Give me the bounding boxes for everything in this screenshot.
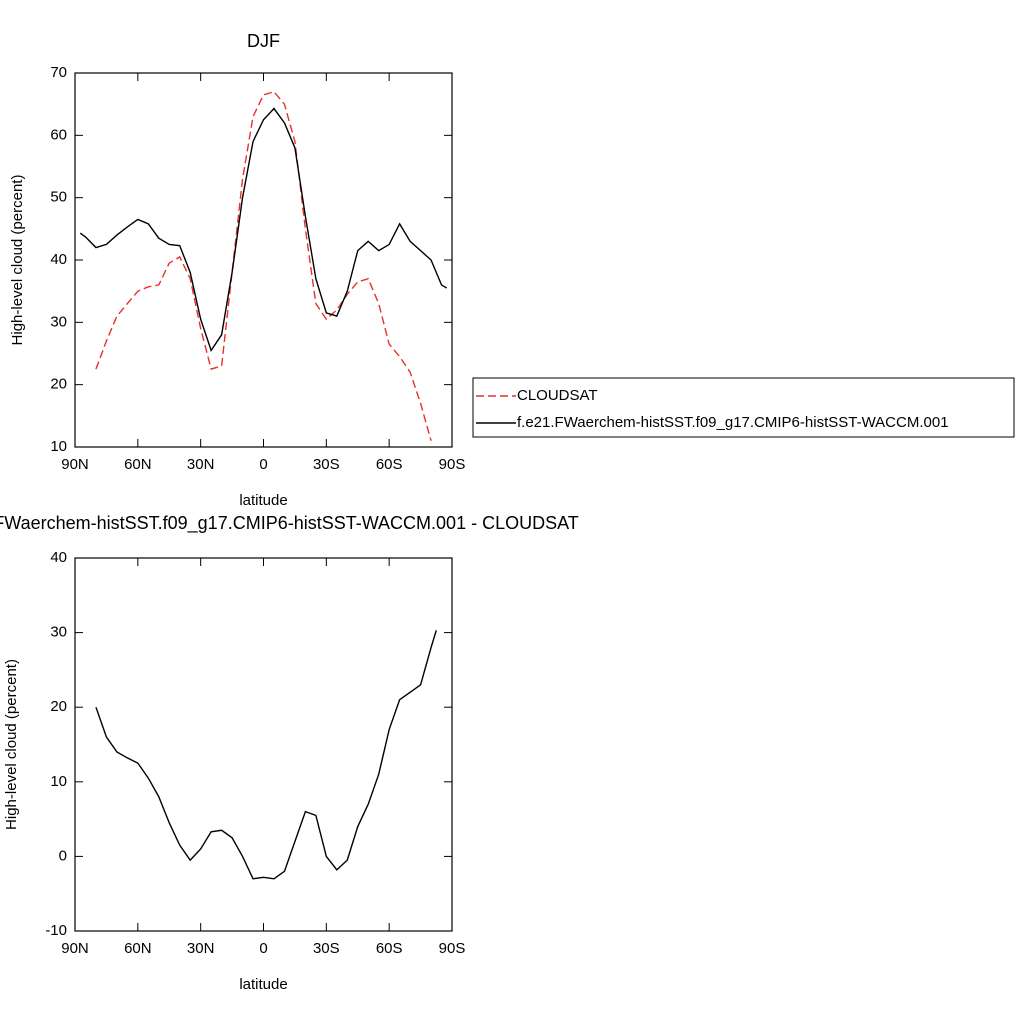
x-tick-label: 0 [259,456,267,473]
x-tick-label: 60S [376,940,403,957]
legend-label: CLOUDSAT [517,387,598,404]
y-tick-label: 20 [50,698,67,715]
data-line [95,90,432,441]
x-tick-label: 90S [439,940,466,957]
y-tick-label: 70 [50,64,67,81]
x-tick-label: 60N [124,456,152,473]
x-tick-label: 30N [187,940,215,957]
data-line [95,630,437,880]
y-tick-label: 30 [50,313,67,330]
x-tick-label: 0 [259,940,267,957]
plot-frame [74,72,453,448]
y-tick-label: 40 [50,549,67,566]
y-tick-label: 20 [50,376,67,393]
x-tick-label: 90N [61,456,89,473]
y-tick-label: 60 [50,126,67,143]
x-tick-label: 30S [313,940,340,957]
y-tick-label: 50 [50,189,67,206]
data-line [79,107,448,352]
legend-box [472,377,1015,438]
plot-frame [74,557,453,932]
y-tick-label: 10 [50,773,67,790]
x-tick-label: 30S [313,456,340,473]
x-tick-label: 60S [376,456,403,473]
y-tick-label: -10 [45,922,67,939]
y-tick-label: 10 [50,438,67,455]
y-axis-label: High-level cloud (percent) [3,659,20,830]
chart-title: DJF [247,31,280,51]
legend-label: f.e21.FWaerchem-histSST.f09_g17.CMIP6-hi… [517,414,949,431]
chart-title: f.e21.FWaerchem-histSST.f09_g17.CMIP6-hi… [0,513,579,534]
x-tick-label: 60N [124,940,152,957]
y-tick-label: 40 [50,251,67,268]
y-tick-label: 30 [50,624,67,641]
x-axis-label: latitude [239,976,287,993]
x-axis-label: latitude [239,492,287,509]
x-tick-label: 90N [61,940,89,957]
x-tick-label: 30N [187,456,215,473]
y-axis-label: High-level cloud (percent) [9,175,26,346]
y-tick-label: 0 [59,847,67,864]
x-tick-label: 90S [439,456,466,473]
